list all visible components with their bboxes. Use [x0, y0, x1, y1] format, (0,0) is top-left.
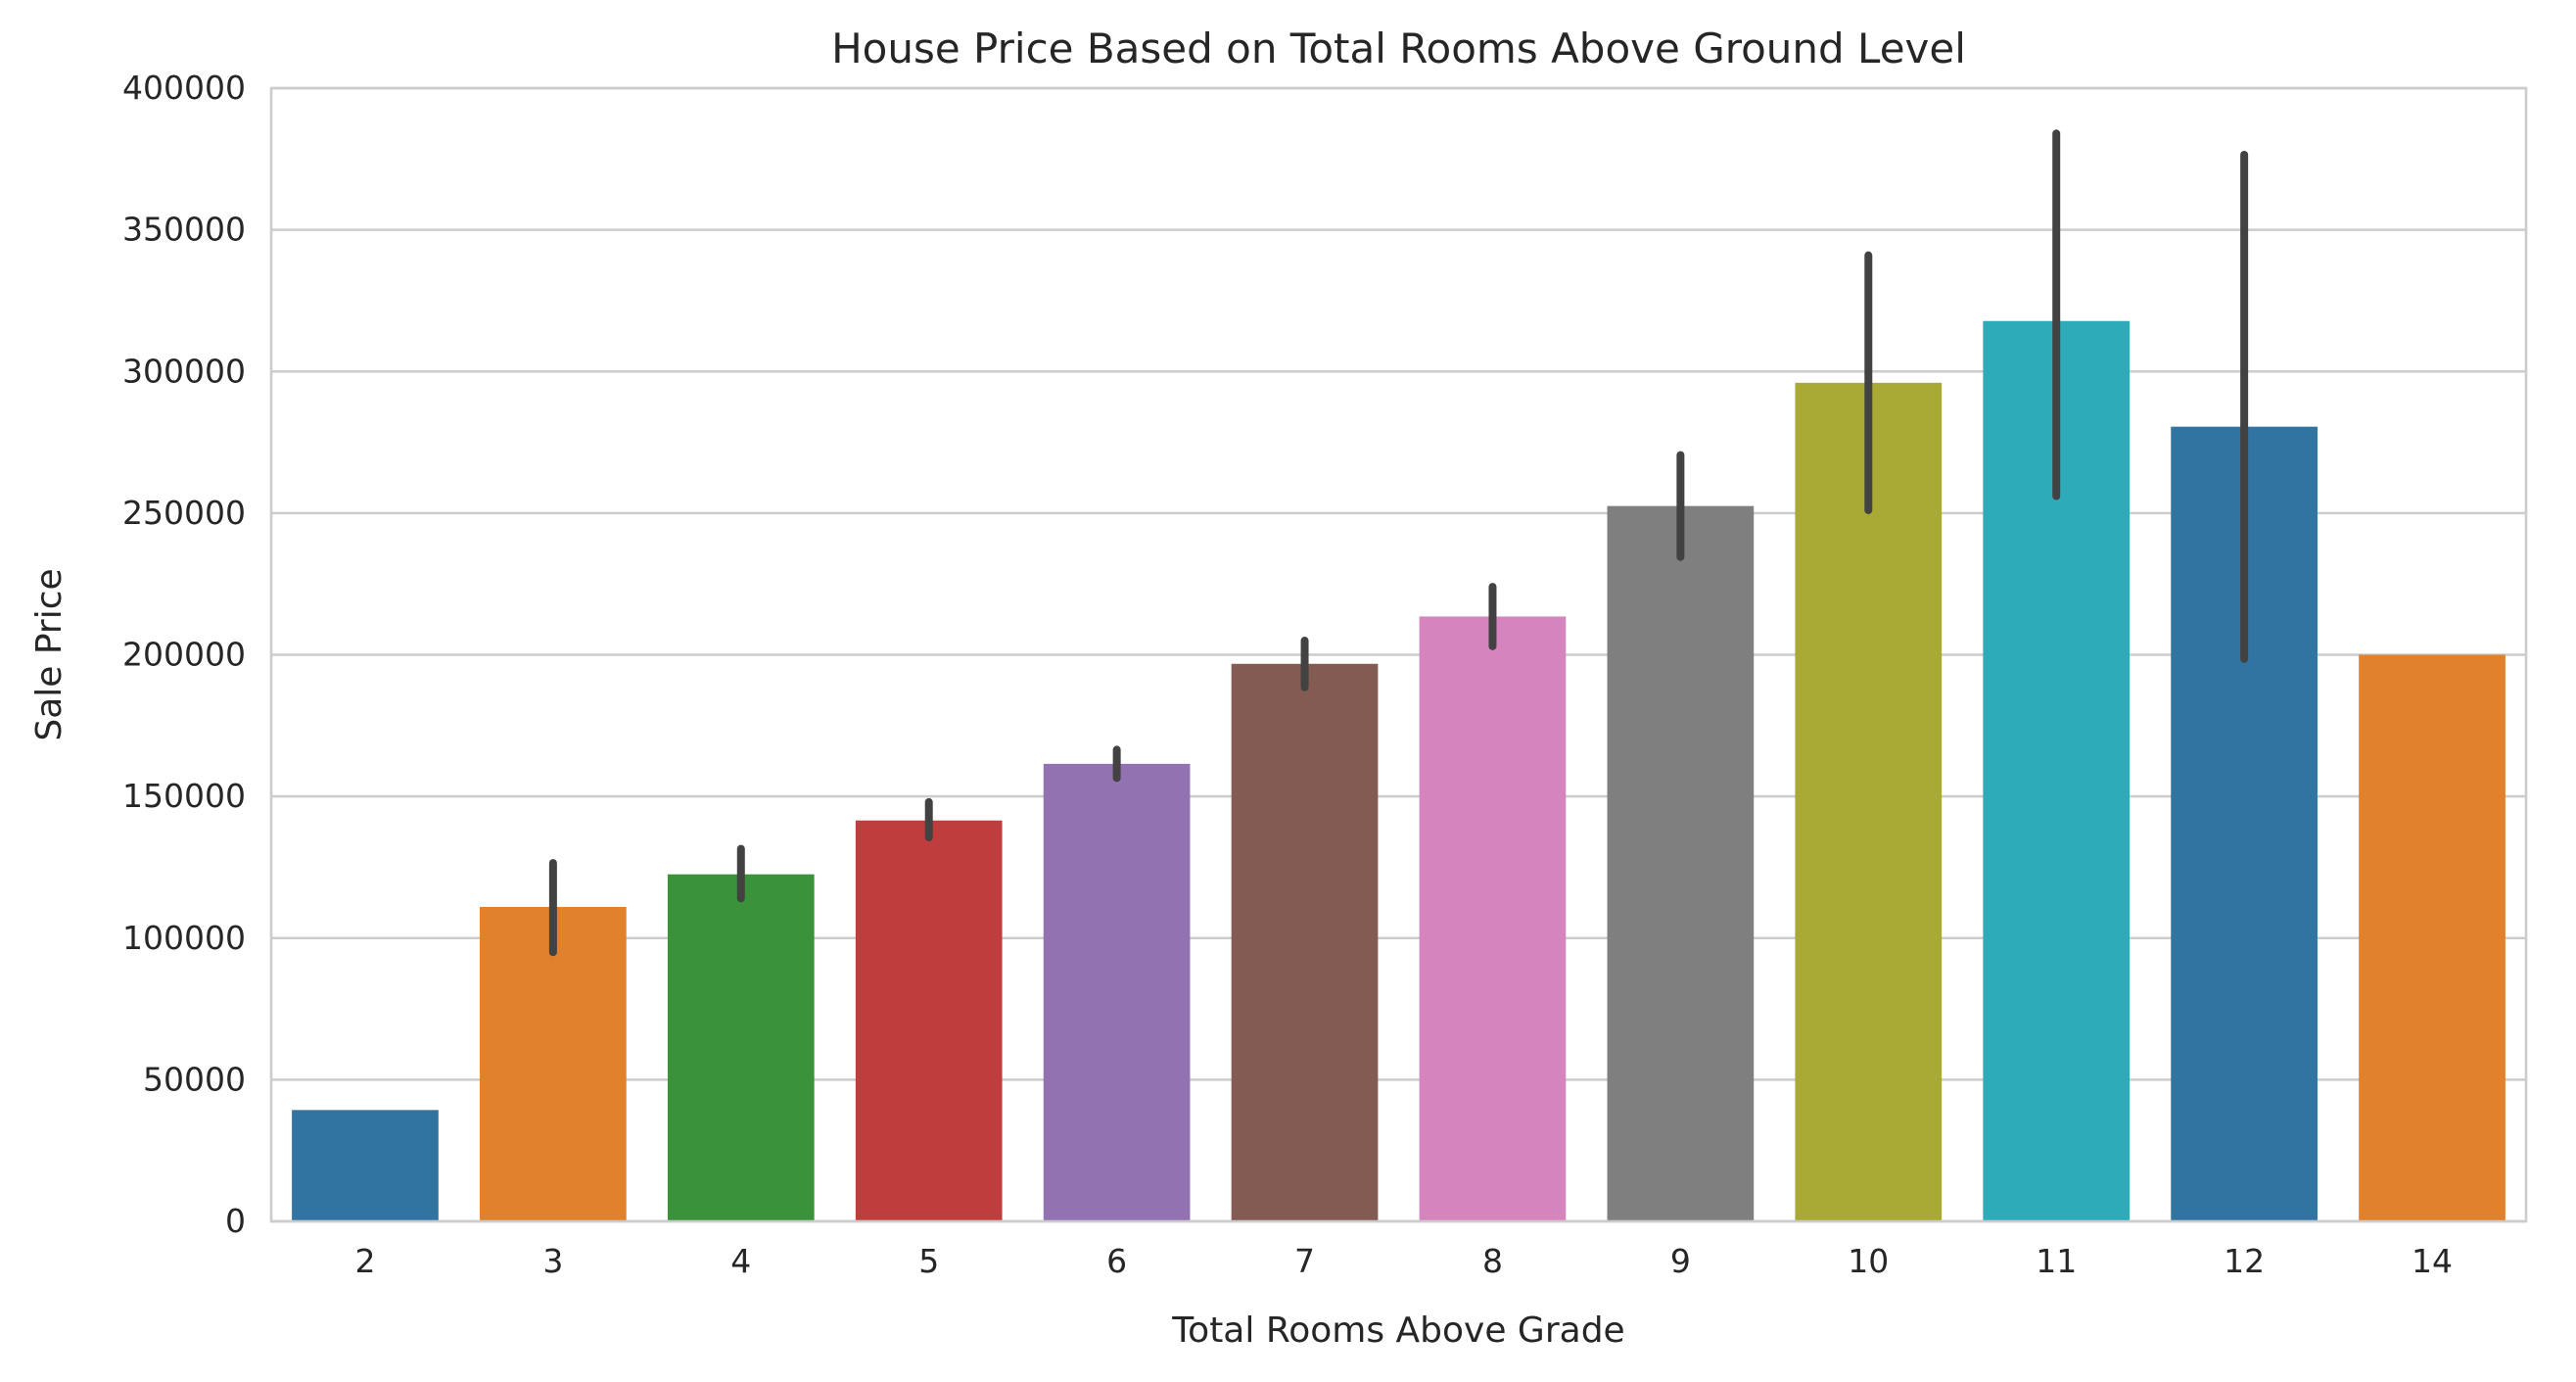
bar	[1043, 763, 1191, 1221]
y-tick-label: 400000	[122, 69, 246, 107]
y-tick-label: 350000	[122, 211, 246, 249]
y-tick-label: 0	[225, 1202, 246, 1240]
plot-frame	[269, 86, 2528, 1223]
y-tick-label: 150000	[122, 777, 246, 815]
y-tick-label: 300000	[122, 352, 246, 390]
error-bars	[548, 129, 2249, 957]
y-tick-label: 100000	[122, 919, 246, 957]
x-tick-labels: 2 3 4 5 6 7 8 9 10 11 12 14	[354, 1242, 2453, 1280]
y-tick-label: 200000	[122, 636, 246, 674]
bar	[1795, 382, 1943, 1221]
y-tick-labels: 0 50000 100000 150000 200000 250000 300000 3500…	[122, 69, 246, 1240]
chart-title: House Price Based on Total Rooms Above G…	[831, 24, 1966, 72]
bar	[292, 1110, 439, 1221]
x-tick-label: 4	[730, 1242, 751, 1280]
bar	[2359, 654, 2506, 1221]
bar	[667, 874, 815, 1221]
bars	[292, 320, 2506, 1221]
bar	[1607, 505, 1755, 1221]
bar	[480, 906, 627, 1221]
x-tick-label: 9	[1670, 1242, 1691, 1280]
x-tick-label: 14	[2412, 1242, 2453, 1280]
y-tick-label: 50000	[143, 1060, 246, 1098]
x-tick-label: 8	[1482, 1242, 1503, 1280]
y-tick-label: 250000	[122, 494, 246, 532]
bar	[1231, 663, 1379, 1221]
x-tick-label: 10	[1848, 1242, 1889, 1280]
x-tick-label: 2	[354, 1242, 375, 1280]
y-axis-label: Sale Price	[29, 568, 70, 740]
x-axis-label: Total Rooms Above Grade	[1171, 1311, 1624, 1351]
bar	[1419, 616, 1567, 1221]
x-tick-label: 3	[542, 1242, 563, 1280]
x-tick-label: 7	[1294, 1242, 1315, 1280]
x-tick-label: 6	[1106, 1242, 1127, 1280]
x-tick-label: 12	[2224, 1242, 2265, 1280]
x-tick-label: 5	[918, 1242, 939, 1280]
x-tick-label: 11	[2036, 1242, 2077, 1280]
bar	[855, 820, 1003, 1221]
